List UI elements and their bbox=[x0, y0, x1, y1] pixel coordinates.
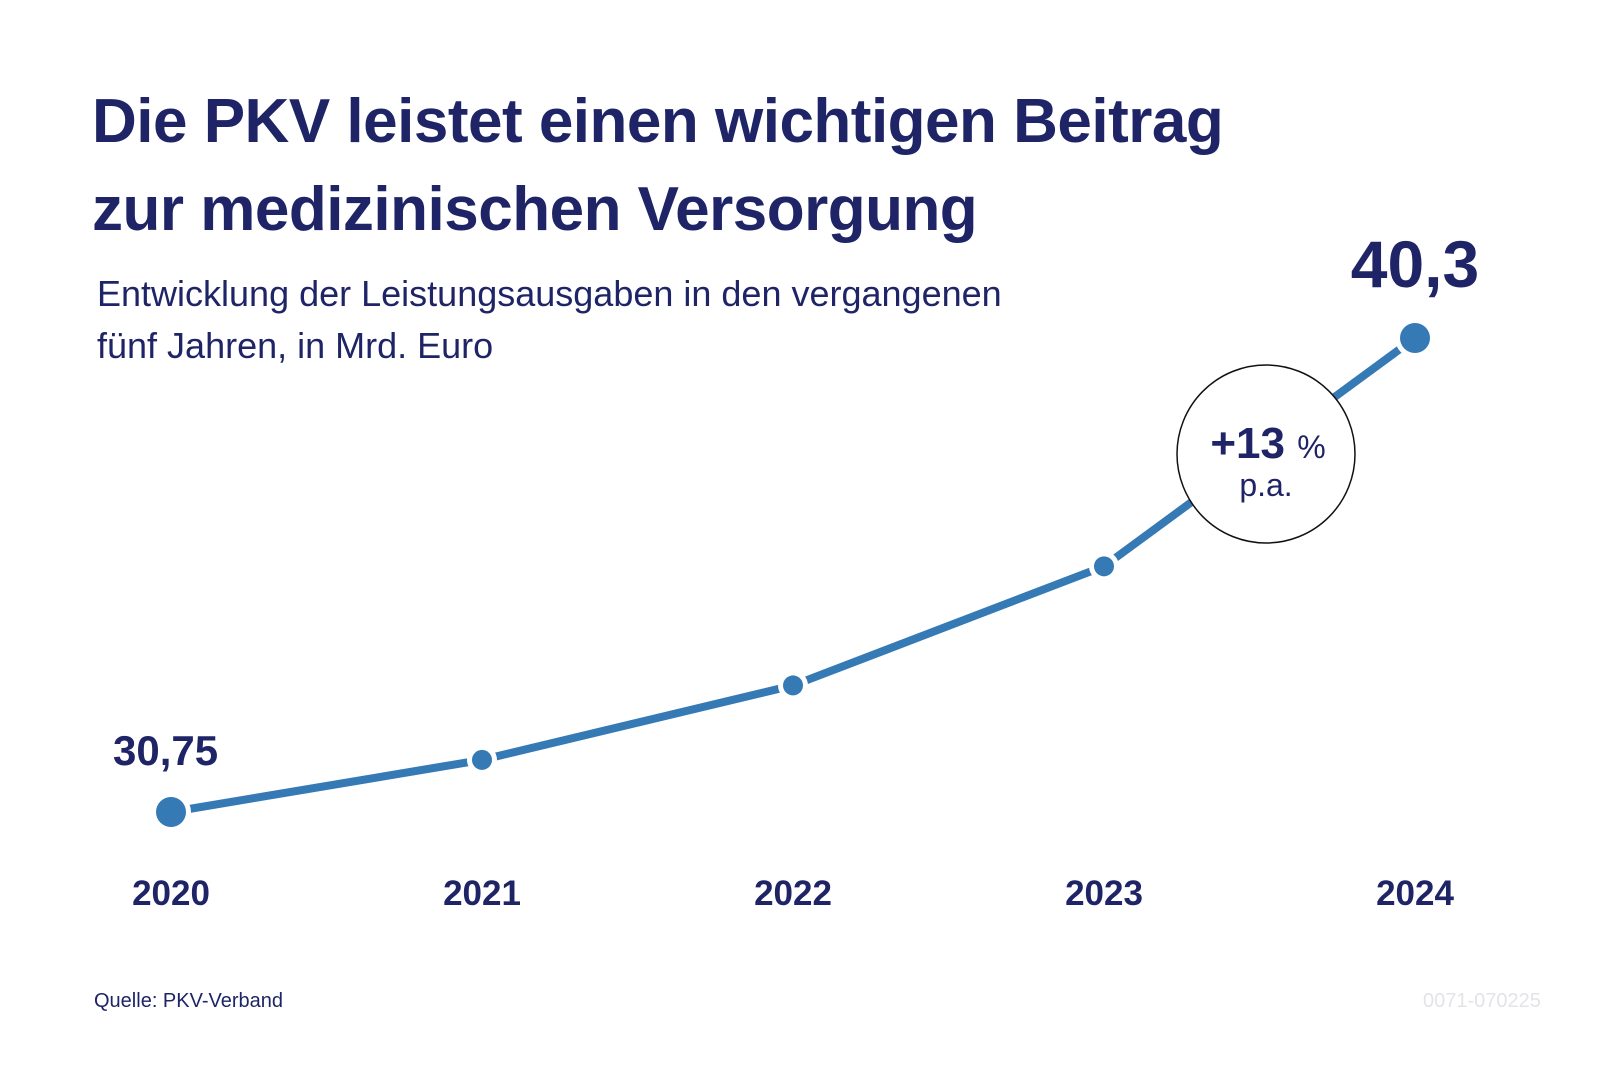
chart-subtitle: Entwicklung der Leistungsausgaben in den… bbox=[97, 268, 1002, 372]
series-line-segment bbox=[791, 562, 1106, 690]
series-line-segment bbox=[481, 681, 794, 764]
x-tick-label: 2021 bbox=[443, 874, 521, 913]
data-point bbox=[1400, 323, 1430, 353]
data-label-2020: 30,75 bbox=[113, 727, 218, 774]
x-tick-label: 2024 bbox=[1376, 874, 1454, 913]
data-point bbox=[472, 749, 492, 770]
growth-annotation-circle bbox=[1176, 364, 1356, 544]
subtitle-line-1: Entwicklung der Leistungsausgaben in den… bbox=[97, 273, 1002, 314]
growth-rate-period: p.a. bbox=[1239, 467, 1292, 503]
x-tick-label: 2020 bbox=[132, 874, 210, 913]
series-line-segment bbox=[170, 755, 483, 816]
data-point bbox=[783, 675, 803, 696]
title-line-2: zur medizinischen Versorgung bbox=[92, 175, 978, 244]
growth-rate-unit: % bbox=[1297, 429, 1325, 465]
subtitle-line-2: fünf Jahren, in Mrd. Euro bbox=[97, 325, 494, 366]
data-point bbox=[1094, 556, 1114, 577]
title-line-1: Die PKV leistet einen wichtigen Beitrag bbox=[92, 87, 1224, 156]
chart-title: Die PKV leistet einen wichtigen Beitrag … bbox=[92, 78, 1224, 254]
growth-rate-label: +13 % bbox=[1210, 419, 1325, 468]
data-label-2024: 40,3 bbox=[1351, 227, 1479, 301]
source-note: Quelle: PKV-Verband bbox=[94, 990, 284, 1012]
x-tick-label: 2023 bbox=[1065, 874, 1143, 913]
data-point bbox=[156, 797, 186, 827]
chart-code: 0071-070225 bbox=[1423, 990, 1541, 1012]
growth-rate-value: +13 bbox=[1210, 419, 1297, 468]
x-tick-label: 2022 bbox=[754, 874, 832, 913]
